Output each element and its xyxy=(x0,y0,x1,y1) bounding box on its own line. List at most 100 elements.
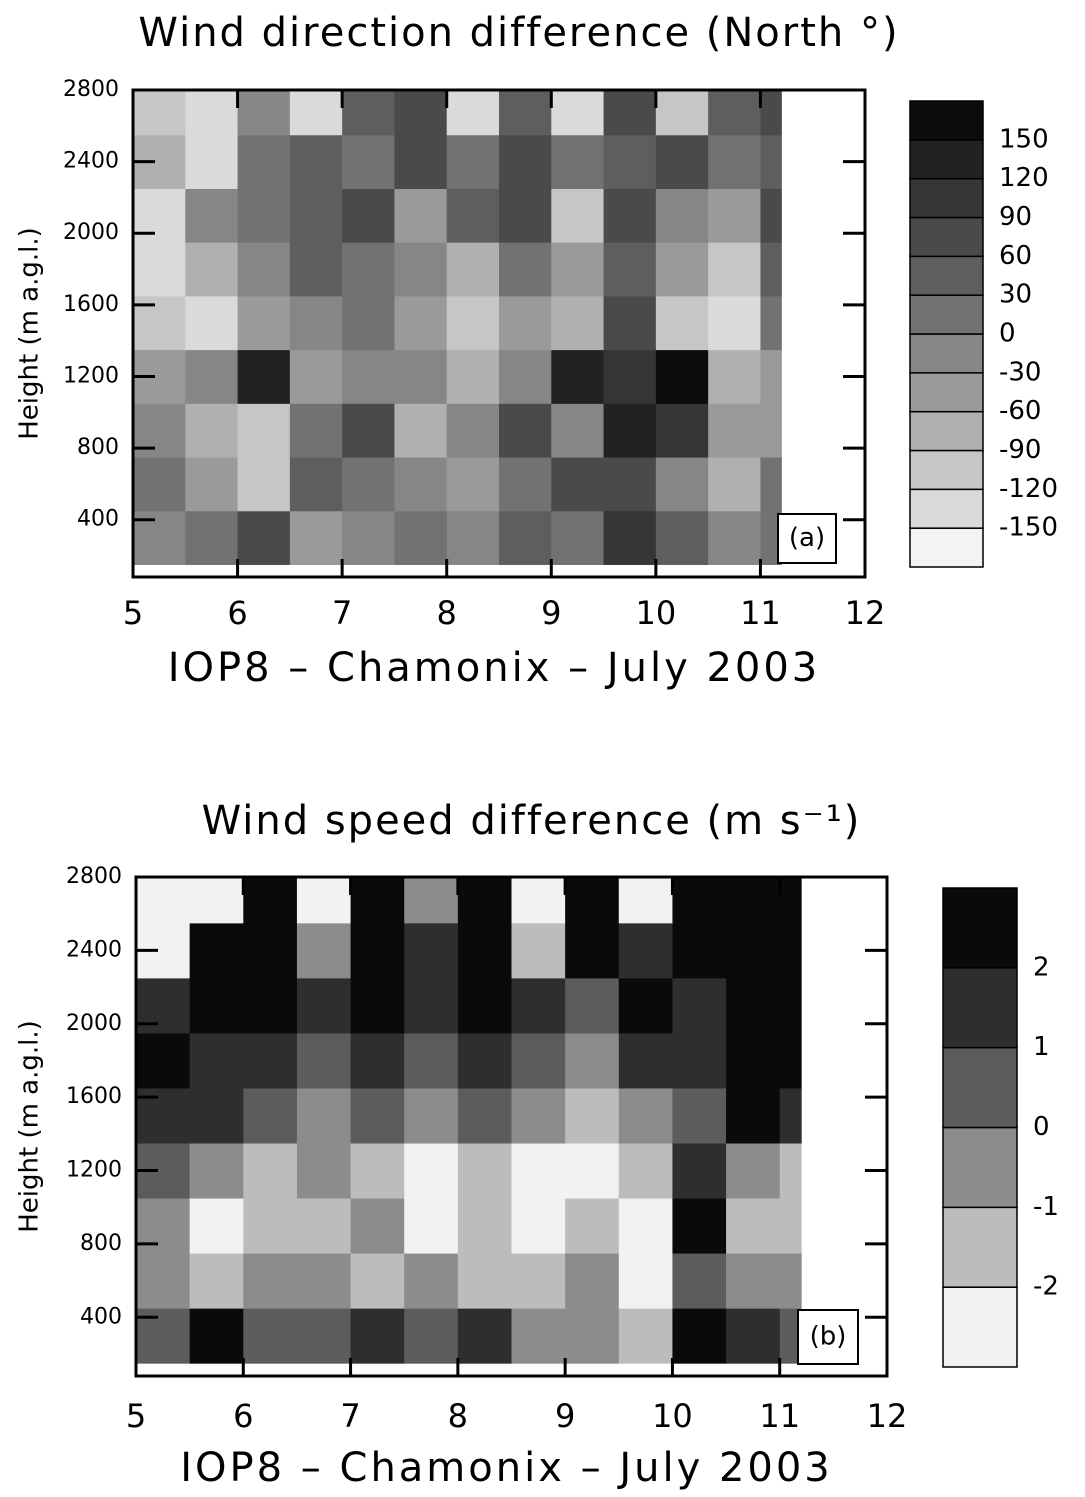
heat-cell xyxy=(655,349,709,404)
y-tick-label: 1600 xyxy=(66,1084,122,1109)
colorbar-label: 0 xyxy=(999,319,1016,349)
heat-cell xyxy=(185,134,239,189)
heat-cell xyxy=(672,1143,727,1199)
heat-cell xyxy=(551,242,605,297)
heat-cell xyxy=(446,349,500,404)
heat-cell xyxy=(672,1198,727,1254)
y-tick-label: 400 xyxy=(80,1304,122,1329)
heat-cell xyxy=(760,349,782,404)
heat-cell xyxy=(237,457,291,512)
heat-cell xyxy=(760,242,782,297)
heat-cell xyxy=(499,90,552,136)
heat-cell xyxy=(342,242,395,297)
heat-cell xyxy=(726,1143,781,1199)
colorbar-label: 120 xyxy=(999,163,1049,193)
heat-cell xyxy=(511,877,566,924)
x-tick-label: 5 xyxy=(123,594,143,632)
heat-cell xyxy=(457,1032,512,1089)
heat-cell xyxy=(446,295,500,351)
heat-cell xyxy=(342,295,395,351)
heat-cell xyxy=(511,977,566,1034)
heat-cell xyxy=(237,188,291,243)
colorbar-box xyxy=(909,372,984,413)
heat-cell xyxy=(243,977,298,1034)
x-tick-label: 12 xyxy=(845,594,886,632)
heat-cell xyxy=(565,977,620,1034)
heat-cell xyxy=(342,510,395,565)
heat-cell xyxy=(708,349,761,404)
x-tick-label: 9 xyxy=(555,1397,575,1435)
heat-cell xyxy=(185,188,239,243)
heat-cell xyxy=(511,1308,566,1364)
heat-cell xyxy=(672,1087,727,1144)
colorbar-label: -90 xyxy=(999,435,1041,465)
heat-cell xyxy=(296,1087,352,1144)
heat-cell xyxy=(289,457,343,512)
heat-cell xyxy=(289,90,343,136)
colorbar-box xyxy=(909,255,984,296)
y-tick-label: 2400 xyxy=(63,149,119,174)
heat-cell xyxy=(618,877,673,924)
heat-cell xyxy=(672,877,727,924)
heat-cell xyxy=(726,877,781,924)
heat-cell xyxy=(394,349,448,404)
y-tick-label: 2800 xyxy=(66,864,122,889)
heat-cell xyxy=(185,403,239,458)
heat-cell xyxy=(655,90,709,136)
heat-cell xyxy=(779,1143,802,1199)
heat-cell xyxy=(237,242,291,297)
heat-cell xyxy=(760,403,782,458)
colorbar-label: -2 xyxy=(1033,1272,1059,1302)
y-tick-label: 400 xyxy=(77,507,119,532)
heat-cell xyxy=(551,295,605,351)
heat-cell xyxy=(655,134,709,189)
heat-cell xyxy=(446,134,500,189)
heat-cell xyxy=(565,1087,620,1144)
heat-cell xyxy=(296,1143,352,1199)
heat-cell xyxy=(708,295,761,351)
heat-cell xyxy=(189,1087,244,1144)
heat-cell xyxy=(618,1198,673,1254)
heat-cell xyxy=(404,977,459,1034)
y-axis-label: Height (m a.g.l.) xyxy=(15,227,45,440)
chart-title: Wind direction difference (North °) xyxy=(138,10,899,56)
heat-cell xyxy=(499,134,552,189)
heat-cell xyxy=(779,1308,802,1364)
colorbar-box xyxy=(909,294,984,335)
heat-cell xyxy=(296,1198,352,1254)
x-axis-label: IOP8 – Chamonix – July 2003 xyxy=(168,645,821,691)
heat-cell xyxy=(618,1087,673,1144)
heat-cell xyxy=(672,922,727,979)
heat-cell xyxy=(760,457,782,512)
heat-cell xyxy=(655,295,709,351)
colorbar-box xyxy=(909,449,984,491)
heat-cell xyxy=(289,295,343,351)
heat-cell xyxy=(499,242,552,297)
heat-cell xyxy=(289,242,343,297)
heat-cell xyxy=(655,403,709,458)
heat-cell xyxy=(708,457,761,512)
heat-cell xyxy=(350,877,405,924)
heat-cell xyxy=(185,295,239,351)
colorbar-label: -150 xyxy=(999,513,1058,543)
y-tick-label: 1600 xyxy=(63,292,119,317)
heat-cell xyxy=(551,188,605,243)
heat-cell xyxy=(726,1308,781,1364)
heat-cell xyxy=(243,877,298,924)
heat-cell xyxy=(655,457,709,512)
heat-cell xyxy=(565,1143,620,1199)
heat-cell xyxy=(446,403,500,458)
heat-cell xyxy=(457,977,512,1034)
heat-cell xyxy=(760,510,782,565)
colorbar-label: -60 xyxy=(999,396,1041,426)
colorbar-box xyxy=(942,1046,1018,1129)
heat-cell xyxy=(760,90,782,136)
heat-cell xyxy=(342,403,395,458)
annotation-box xyxy=(797,1309,859,1365)
heat-cell xyxy=(551,134,605,189)
heat-cell xyxy=(446,188,500,243)
heat-cell xyxy=(350,1198,405,1254)
colorbar-label: 0 xyxy=(1033,1112,1050,1142)
heat-cell xyxy=(726,1032,781,1089)
